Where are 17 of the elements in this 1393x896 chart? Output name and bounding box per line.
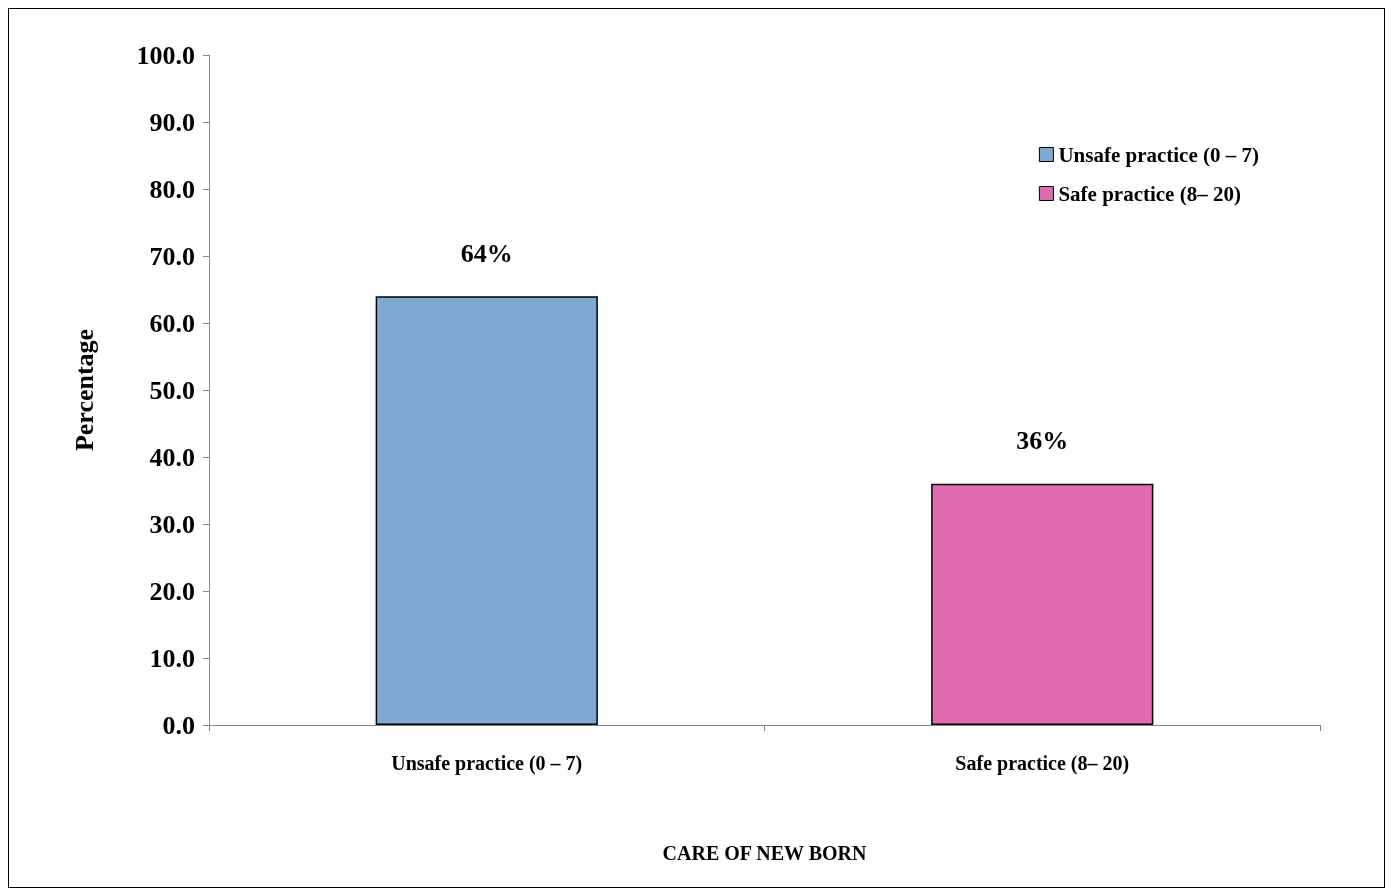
y-tick-label: 70.0 — [149, 241, 195, 271]
y-tick-label: 50.0 — [149, 375, 195, 405]
y-tick-label: 90.0 — [149, 107, 195, 137]
x-axis-title: CARE OF NEW BORN — [662, 842, 868, 864]
y-tick-label: 60.0 — [149, 308, 195, 338]
y-tick-label: 80.0 — [149, 174, 195, 204]
y-tick-label: 20.0 — [149, 576, 195, 606]
legend-label: Safe practice (8– 20) — [1058, 181, 1241, 206]
data-label: 36% — [1016, 426, 1069, 456]
legend-label: Unsafe practice (0 – 7) — [1058, 142, 1260, 167]
y-tick-label: 30.0 — [149, 509, 195, 539]
y-tick-label: 40.0 — [149, 442, 195, 472]
y-axis-title: Percentage — [69, 328, 99, 452]
y-tick-label: 100.0 — [136, 40, 195, 70]
y-tick-label: 10.0 — [149, 643, 195, 673]
data-label: 64% — [460, 238, 513, 268]
y-tick-label: 0.0 — [162, 710, 195, 740]
